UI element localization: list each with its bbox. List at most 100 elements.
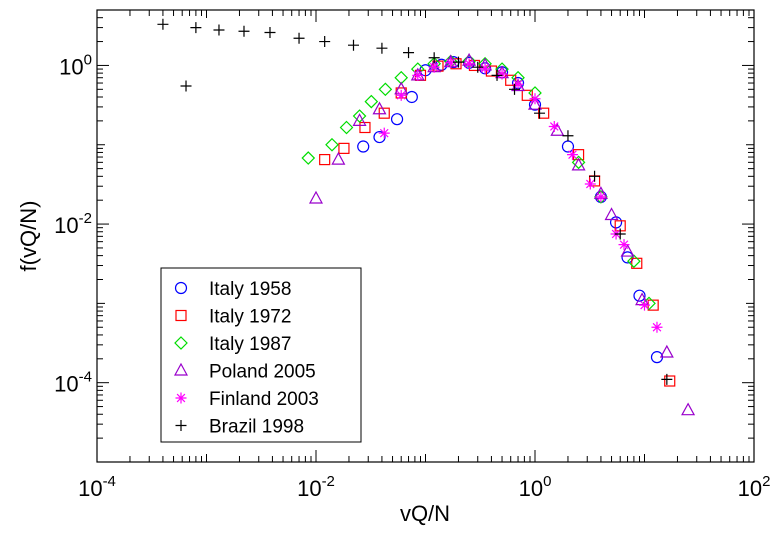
legend-box bbox=[160, 267, 362, 443]
data-point bbox=[509, 83, 521, 95]
legend-entry: Poland 2005 bbox=[173, 362, 316, 383]
data-point bbox=[681, 402, 696, 416]
data-point bbox=[347, 39, 359, 51]
data-point bbox=[213, 24, 225, 36]
data-point bbox=[620, 243, 635, 257]
legend-entry: Italy 1987 bbox=[174, 334, 291, 355]
legend-entry: Brazil 1998 bbox=[175, 417, 304, 438]
data-point bbox=[548, 120, 560, 132]
data-point bbox=[190, 22, 202, 34]
data-point bbox=[463, 58, 475, 70]
data-point bbox=[412, 69, 424, 81]
data-point bbox=[331, 151, 346, 165]
data-point bbox=[339, 120, 354, 135]
series-finland-2003 bbox=[378, 57, 663, 333]
data-point bbox=[529, 93, 541, 105]
data-point bbox=[566, 149, 578, 161]
data-point bbox=[609, 216, 623, 229]
data-point bbox=[491, 69, 503, 81]
data-point bbox=[571, 157, 586, 171]
data-point bbox=[661, 373, 673, 385]
series-brazil-1998 bbox=[157, 18, 673, 385]
x-tick-label: 10-4 bbox=[78, 473, 116, 501]
legend: Italy 1958 Italy 1972 Italy 1987 Poland 200… bbox=[160, 267, 362, 443]
data-point bbox=[372, 101, 387, 115]
data-point bbox=[157, 18, 169, 30]
data-points bbox=[157, 18, 696, 416]
data-point bbox=[428, 61, 440, 73]
data-point bbox=[378, 127, 390, 139]
axis-tick-labels: 10-4 10-2 100 102 10-4 10-2 100 bbox=[54, 51, 770, 501]
legend-marker bbox=[175, 392, 187, 404]
data-point bbox=[627, 254, 641, 269]
series-italy-1958 bbox=[357, 56, 664, 364]
data-point bbox=[562, 130, 574, 142]
x-axis-title: vQ/N bbox=[400, 501, 450, 526]
data-point bbox=[301, 151, 316, 165]
data-point bbox=[534, 107, 546, 119]
data-point bbox=[395, 89, 407, 101]
y-axis-title: f(vQ/N) bbox=[16, 201, 41, 272]
data-point bbox=[614, 228, 626, 240]
legend-label: Brazil 1998 bbox=[209, 417, 304, 438]
legend-entry: Finland 2003 bbox=[175, 389, 319, 410]
data-point bbox=[180, 80, 192, 92]
data-point bbox=[359, 121, 371, 134]
data-point bbox=[584, 178, 596, 190]
data-point bbox=[405, 90, 418, 104]
data-point bbox=[319, 36, 331, 48]
data-point bbox=[595, 191, 607, 203]
legend-label: Italy 1987 bbox=[209, 334, 291, 355]
data-point bbox=[505, 74, 517, 86]
data-point bbox=[472, 61, 484, 73]
data-point bbox=[445, 57, 457, 69]
data-point bbox=[571, 155, 586, 170]
y-tick-label: 10-4 bbox=[54, 369, 92, 397]
legend-marker bbox=[173, 362, 189, 376]
legend-marker bbox=[174, 336, 188, 350]
data-point bbox=[308, 190, 324, 204]
data-point bbox=[357, 140, 370, 153]
x-tick-label: 10-2 bbox=[297, 473, 335, 501]
data-point bbox=[293, 32, 305, 44]
y-tick-label: 100 bbox=[59, 51, 92, 79]
y-tick-label: 10-2 bbox=[54, 210, 92, 238]
series-poland-2005 bbox=[308, 52, 696, 416]
data-point bbox=[639, 299, 650, 311]
data-point bbox=[604, 207, 619, 221]
data-point bbox=[338, 142, 350, 154]
legend-entry: Italy 1958 bbox=[174, 279, 291, 300]
data-point bbox=[364, 94, 379, 109]
data-point bbox=[319, 153, 331, 166]
data-point bbox=[633, 289, 646, 302]
data-point bbox=[378, 82, 393, 97]
x-tick-label: 102 bbox=[738, 473, 771, 501]
legend-marker bbox=[175, 420, 187, 431]
legend-marker bbox=[174, 281, 188, 295]
data-point bbox=[485, 65, 498, 77]
data-point bbox=[512, 78, 524, 90]
legend-label: Poland 2005 bbox=[209, 362, 316, 383]
legend-entry: Italy 1972 bbox=[175, 307, 291, 328]
data-point bbox=[651, 321, 663, 333]
axis-ticks bbox=[96, 9, 755, 463]
data-point bbox=[325, 137, 339, 152]
data-point bbox=[589, 170, 601, 182]
data-point bbox=[352, 113, 367, 126]
legend-marker bbox=[175, 309, 187, 322]
data-point bbox=[561, 140, 575, 153]
data-point bbox=[479, 62, 491, 74]
data-point bbox=[238, 25, 250, 37]
legend-label: Italy 1972 bbox=[209, 307, 291, 328]
data-point bbox=[390, 113, 404, 126]
data-point bbox=[373, 130, 386, 144]
data-point bbox=[621, 251, 634, 264]
legend-label: Italy 1958 bbox=[209, 279, 291, 300]
data-point bbox=[376, 42, 388, 54]
data-point bbox=[352, 109, 367, 123]
data-point bbox=[452, 56, 464, 68]
x-tick-label: 100 bbox=[519, 473, 552, 501]
data-point bbox=[496, 68, 508, 80]
data-point bbox=[664, 375, 676, 387]
